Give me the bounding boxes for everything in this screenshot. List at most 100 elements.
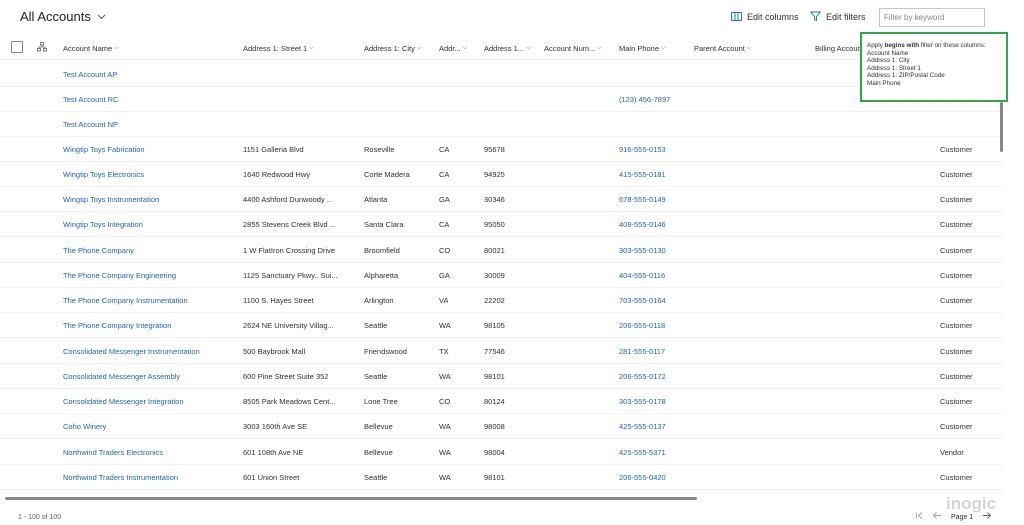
account-name-link[interactable]: Wingtip Toys Electronics (63, 170, 145, 179)
previous-page-icon[interactable] (932, 511, 942, 520)
table-row[interactable]: Wingtip Toys Fabrication 1151 Galleria B… (0, 136, 1003, 162)
main-phone-link[interactable]: 415-555-0181 (619, 170, 666, 179)
filter-keyword-input[interactable] (879, 8, 985, 27)
next-page-icon[interactable] (982, 511, 992, 520)
account-name-link[interactable]: Consolidated Messenger Assembly (63, 372, 181, 381)
account-name-link[interactable]: Consolidated Messenger Integration (63, 397, 184, 406)
table-row[interactable]: Test Account RC (123) 456-7897 (0, 86, 1003, 112)
main-phone-link[interactable]: 425-555-5371 (619, 448, 666, 457)
table-row[interactable]: Consolidated Messenger Instrumentation 5… (0, 338, 1003, 364)
city-cell: Broomfield (364, 246, 400, 255)
account-name-link[interactable]: Wingtip Toys Instrumentation (63, 195, 160, 204)
main-phone-link[interactable]: 206-555-0420 (619, 473, 666, 482)
table-row[interactable]: The Phone Company Instrumentation 1100 S… (0, 287, 1003, 313)
column-header-state[interactable]: Addr... ⌵ (439, 44, 468, 53)
edit-columns-icon (731, 12, 742, 21)
account-name-link[interactable]: The Phone Company (63, 246, 134, 255)
main-phone-link[interactable]: 303-555-0130 (619, 246, 666, 255)
account-name-link[interactable]: Test Account AP (63, 70, 118, 79)
street-cell: 500 Baybrook Mall (243, 347, 306, 356)
filter-icon (810, 11, 821, 22)
main-phone-link[interactable]: 404-555-0116 (619, 271, 666, 280)
column-header-billing-account[interactable]: Billing Account (815, 44, 864, 53)
chevron-down-icon (97, 14, 106, 19)
edit-columns-button[interactable]: Edit columns (731, 11, 799, 22)
column-header-main-phone[interactable]: Main Phone ⌵ (619, 44, 666, 53)
table-row[interactable]: The Phone Company 1 W FlatIron Crossing … (0, 237, 1003, 263)
tooltip-column: Address 1: Street 1 (867, 64, 921, 72)
table-row[interactable]: Test Account AP (0, 61, 1003, 87)
city-cell: Alpharetta (364, 271, 399, 280)
zip-cell: 77546 (484, 347, 505, 356)
state-cell: WA (439, 372, 451, 381)
main-phone-link[interactable]: 425-555-0137 (619, 422, 666, 431)
city-cell: Atlanta (364, 195, 388, 204)
table-row[interactable]: Wingtip Toys Integration 2855 Stevens Cr… (0, 211, 1003, 237)
vertical-scrollbar[interactable] (1000, 102, 1003, 152)
state-cell: CA (439, 220, 450, 229)
city-cell: Arlington (364, 296, 394, 305)
main-phone-link[interactable]: 206-555-0172 (619, 372, 666, 381)
state-cell: GA (439, 271, 450, 280)
account-name-link[interactable]: Northwind Traders Electronics (63, 448, 164, 457)
hierarchy-icon[interactable] (37, 42, 47, 52)
chevron-down-icon: ⌵ (416, 45, 422, 51)
account-name-link[interactable]: The Phone Company Instrumentation (63, 296, 188, 305)
table-row[interactable]: Consolidated Messenger Integration 8505 … (0, 388, 1003, 414)
table-row[interactable]: Test Account NP (0, 111, 1003, 137)
table-row[interactable]: Wingtip Toys Instrumentation 4400 Ashfor… (0, 186, 1003, 212)
main-phone-link[interactable]: 703-555-0164 (619, 296, 666, 305)
zip-cell: 95050 (484, 220, 505, 229)
account-name-link[interactable]: The Phone Company Engineering (63, 271, 176, 280)
table-row[interactable]: Northwind Traders Electronics 601 108th … (0, 439, 1003, 465)
main-phone-link[interactable]: 408-555-0146 (619, 220, 666, 229)
main-phone-link[interactable]: 206-555-0118 (619, 321, 666, 330)
table-row[interactable]: Coho Winery 3003 160th Ave SE Bellevue W… (0, 413, 1003, 439)
tooltip-intro: Apply begins with filter on these column… (867, 42, 986, 49)
record-count: 1 - 100 of 100 (18, 514, 62, 521)
table-row[interactable]: Wingtip Toys Electronics 1640 Redwood Hw… (0, 161, 1003, 187)
zip-cell: 98101 (484, 372, 505, 381)
main-phone-link[interactable]: 281-555-0117 (619, 347, 666, 356)
chevron-down-icon: ⌵ (114, 45, 119, 51)
relationship-type-cell: Customer (940, 195, 973, 204)
column-header-zip[interactable]: Address 1... ⌵ (484, 44, 531, 53)
chevron-down-icon: ⌵ (462, 45, 468, 51)
zip-cell: 30346 (484, 195, 505, 204)
account-name-link[interactable]: Test Account RC (63, 95, 119, 104)
table-row[interactable]: The Phone Company Engineering 1125 Sanct… (0, 262, 1003, 288)
horizontal-scrollbar[interactable] (5, 497, 697, 500)
account-name-link[interactable]: Consolidated Messenger Instrumentation (63, 347, 200, 356)
account-name-link[interactable]: The Phone Company Integration (63, 321, 172, 330)
column-header-parent-account[interactable]: Parent Account ⌵ (694, 44, 752, 53)
first-page-icon[interactable] (915, 511, 924, 520)
table-row[interactable]: Northwind Traders Instrumentation 601 Un… (0, 464, 1003, 490)
main-phone-link[interactable]: (123) 456-7897 (619, 95, 671, 104)
relationship-type-cell: Customer (940, 145, 973, 154)
main-phone-link[interactable]: 678-555-0149 (619, 195, 666, 204)
column-header-city[interactable]: Address 1: City ⌵ (364, 44, 422, 53)
city-cell: Bellevue (364, 422, 393, 431)
street-cell: 1100 S. Hayes Street (243, 296, 314, 305)
table-row[interactable]: Consolidated Messenger Assembly 600 Pine… (0, 363, 1003, 389)
account-name-link[interactable]: Coho Winery (63, 422, 107, 431)
account-name-link[interactable]: Northwind Traders Instrumentation (63, 473, 179, 482)
table-row[interactable]: The Phone Company Integration 2624 NE Un… (0, 312, 1003, 338)
chevron-down-icon: ⌵ (309, 45, 314, 51)
account-name-link[interactable]: Test Account NP (63, 120, 119, 129)
account-name-link[interactable]: Wingtip Toys Fabrication (63, 145, 145, 154)
column-header-account-number[interactable]: Account Num... ⌵ (544, 44, 602, 53)
edit-filters-button[interactable]: Edit filters (810, 11, 866, 22)
zip-cell: 98004 (484, 448, 505, 457)
street-cell: 1151 Galleria Blvd (243, 145, 304, 154)
zip-cell: 22202 (484, 296, 505, 305)
main-phone-link[interactable]: 916-555-0153 (619, 145, 666, 154)
main-phone-link[interactable]: 303-555-0178 (619, 397, 666, 406)
zip-cell: 98008 (484, 422, 505, 431)
account-name-link[interactable]: Wingtip Toys Integration (63, 220, 143, 229)
select-all-checkbox[interactable] (11, 41, 23, 53)
view-selector[interactable]: All Accounts (20, 9, 106, 24)
column-header-account-name[interactable]: Account Name ⌵ (63, 44, 119, 53)
column-header-street[interactable]: Address 1: Street 1 ⌵ (243, 44, 314, 53)
edit-filters-label: Edit filters (826, 11, 866, 22)
